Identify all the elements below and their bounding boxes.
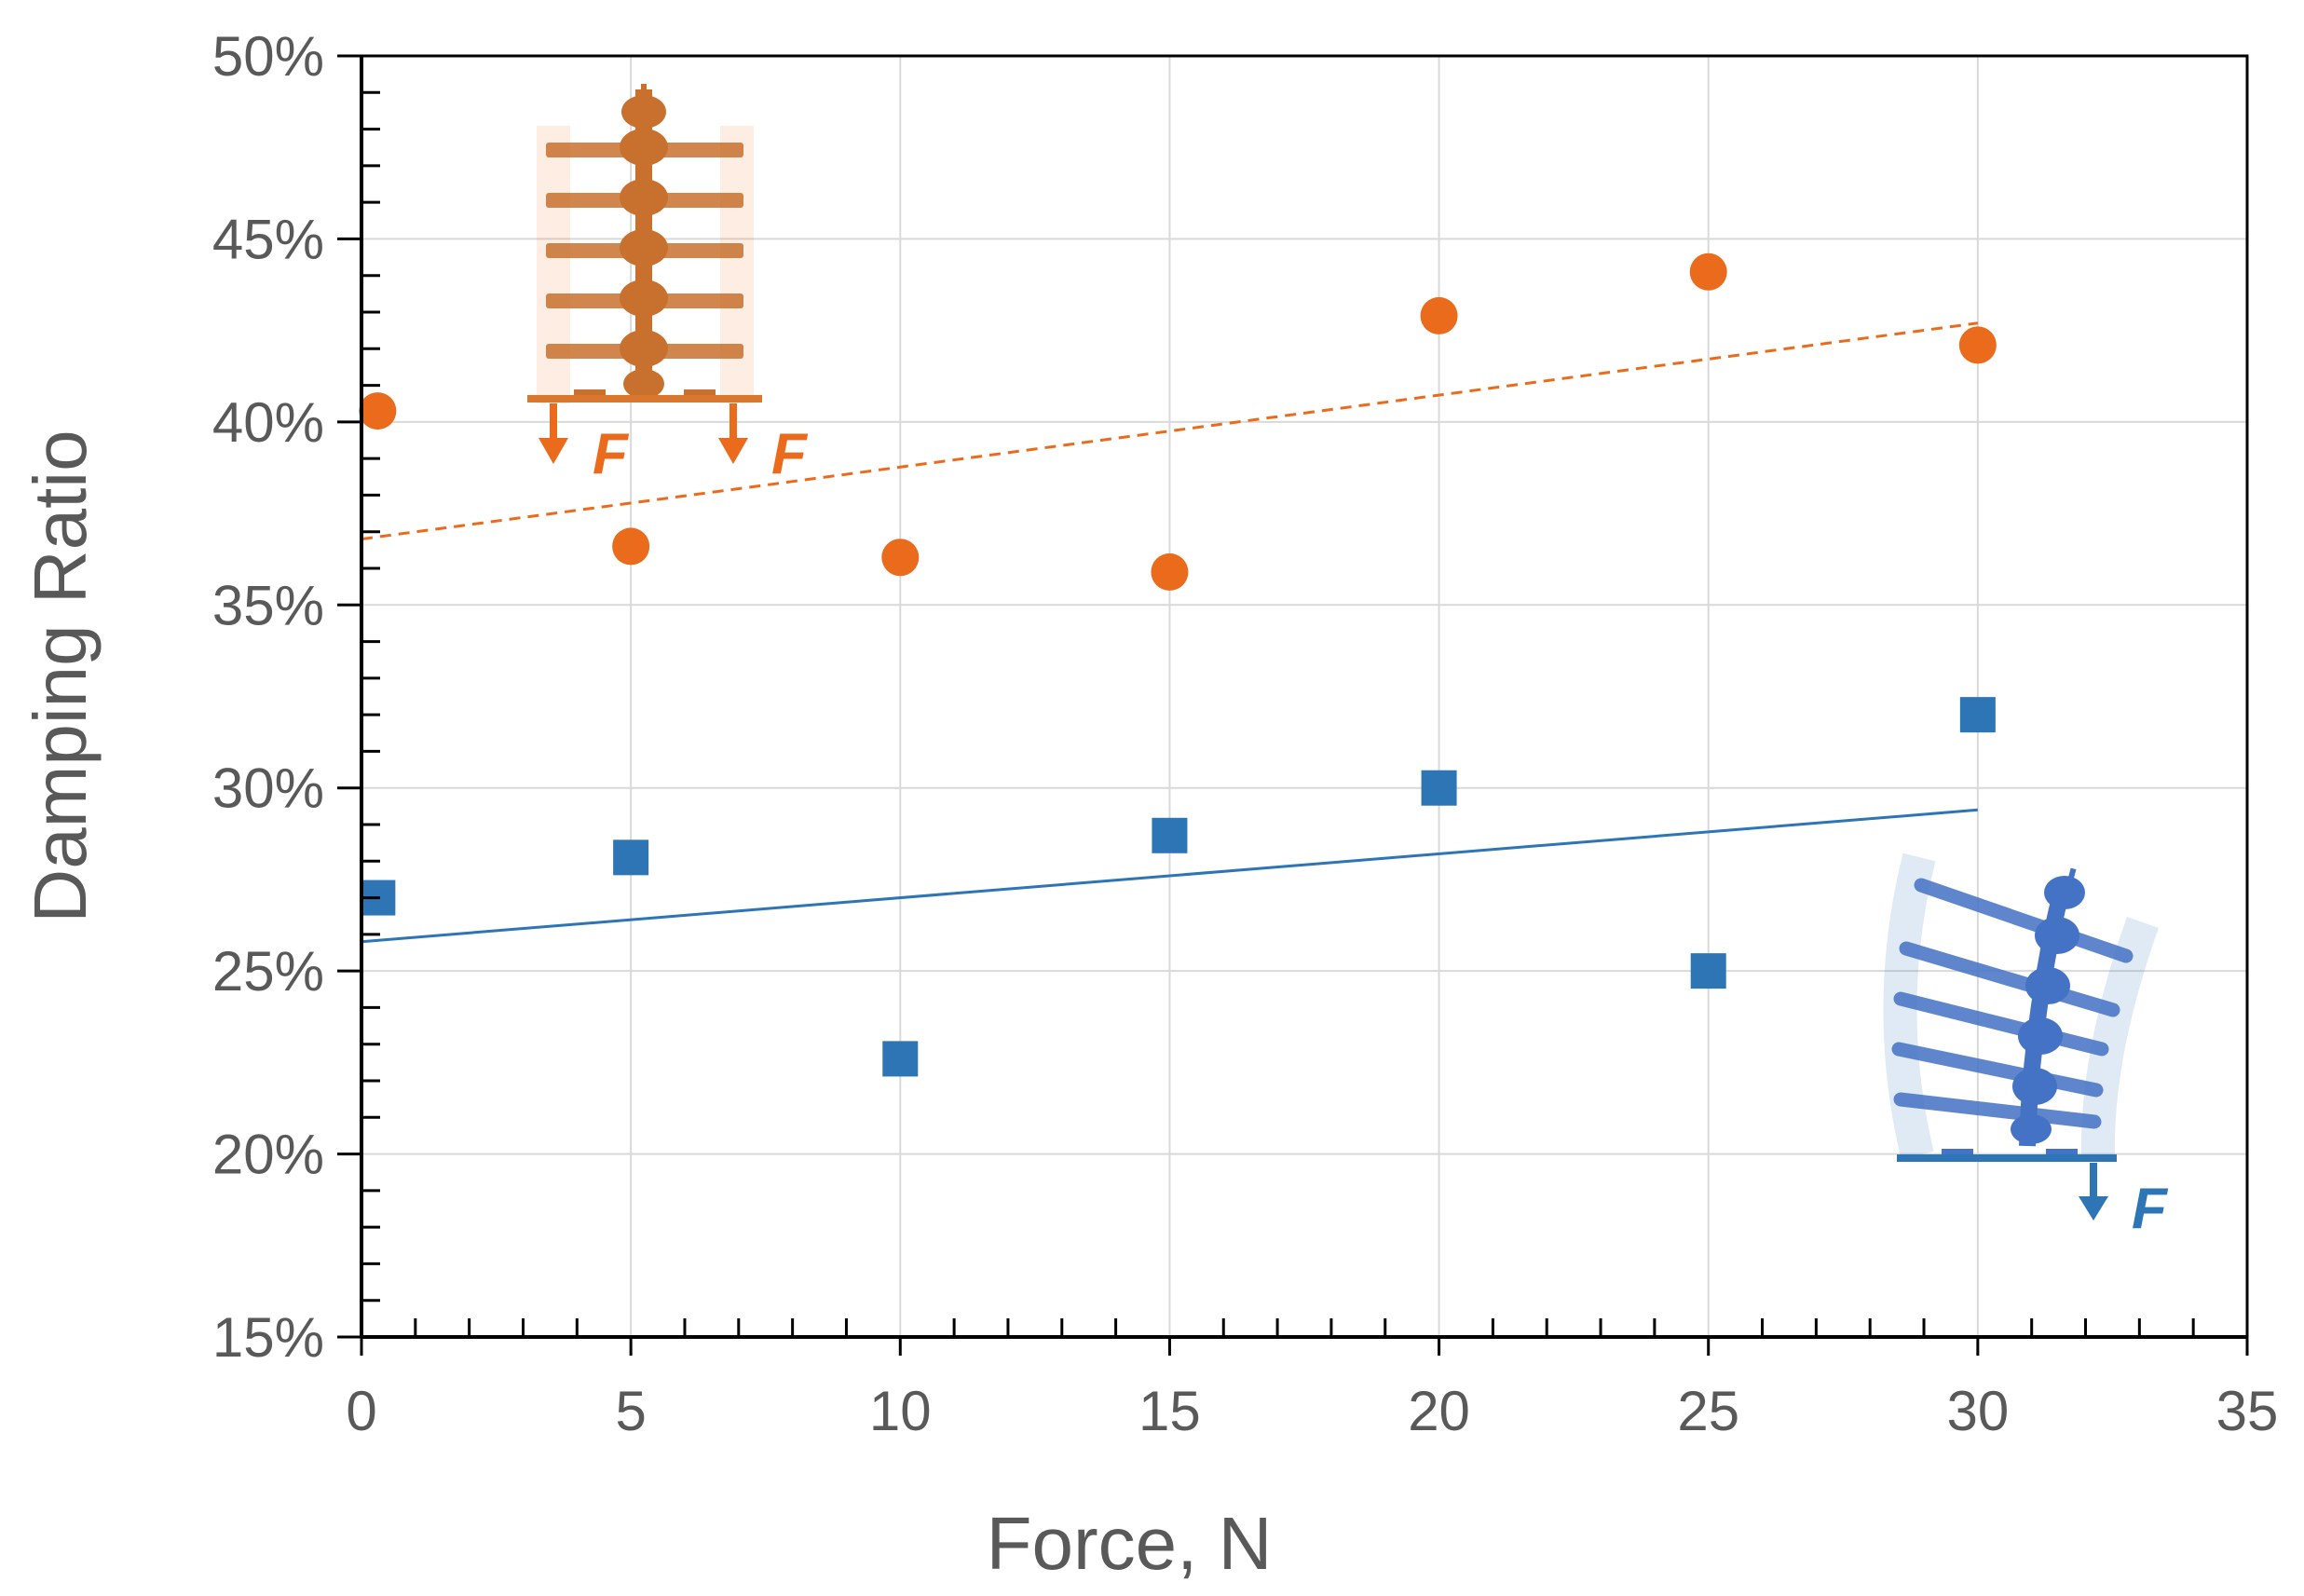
trendline-square <box>361 808 1978 944</box>
y-tick-label: 20% <box>212 1124 324 1186</box>
data-point-circle <box>1420 296 1458 334</box>
force-label-orange-right: F <box>771 422 809 486</box>
data-point-circle <box>1689 252 1727 291</box>
data-series <box>359 252 1997 1077</box>
x-tick-label: 0 <box>346 1380 376 1442</box>
data-point-circle <box>1958 326 1997 364</box>
y-tick-label: 50% <box>212 25 324 88</box>
data-point-circle <box>612 527 650 566</box>
y-tick-label: 45% <box>212 208 324 270</box>
y-tick-label: 30% <box>212 757 324 820</box>
data-point-circle <box>881 539 920 577</box>
x-axis-title: Force, N <box>987 1502 1273 1585</box>
data-point-square <box>1959 697 1996 733</box>
x-tick-label: 10 <box>869 1380 932 1442</box>
y-tick-label: 35% <box>212 574 324 636</box>
x-tick-label: 30 <box>1946 1380 2009 1442</box>
tick-labels: 15% 20% 25% 30% 35% 40% 45% 50% 0 5 10 15 20 25 30 35 <box>212 25 2278 1442</box>
data-point-square <box>882 1041 919 1077</box>
axial-loading-illustration <box>527 84 762 464</box>
axes <box>337 54 2249 1356</box>
data-point-circle <box>1151 552 1189 591</box>
y-axis-title: Damping Ratio <box>19 430 102 922</box>
data-point-square <box>1152 817 1188 853</box>
force-label-blue: F <box>2132 1177 2169 1241</box>
trendlines <box>361 321 1979 944</box>
bending-loading-illustration <box>1883 853 2159 1221</box>
x-tick-label: 35 <box>2216 1380 2279 1442</box>
data-point-square <box>613 839 649 876</box>
x-tick-label: 5 <box>615 1380 646 1442</box>
y-tick-label: 15% <box>212 1306 324 1369</box>
data-point-square <box>1421 770 1457 806</box>
x-tick-label: 20 <box>1408 1380 1470 1442</box>
data-point-square <box>1690 953 1726 989</box>
y-tick-label: 25% <box>212 940 324 1003</box>
x-tick-label: 15 <box>1138 1380 1201 1442</box>
y-tick-label: 40% <box>212 391 324 454</box>
force-label-orange-left: F <box>593 422 630 486</box>
trendline-circle <box>361 321 1979 541</box>
data-point-circle <box>359 392 397 430</box>
x-tick-label: 25 <box>1677 1380 1739 1442</box>
